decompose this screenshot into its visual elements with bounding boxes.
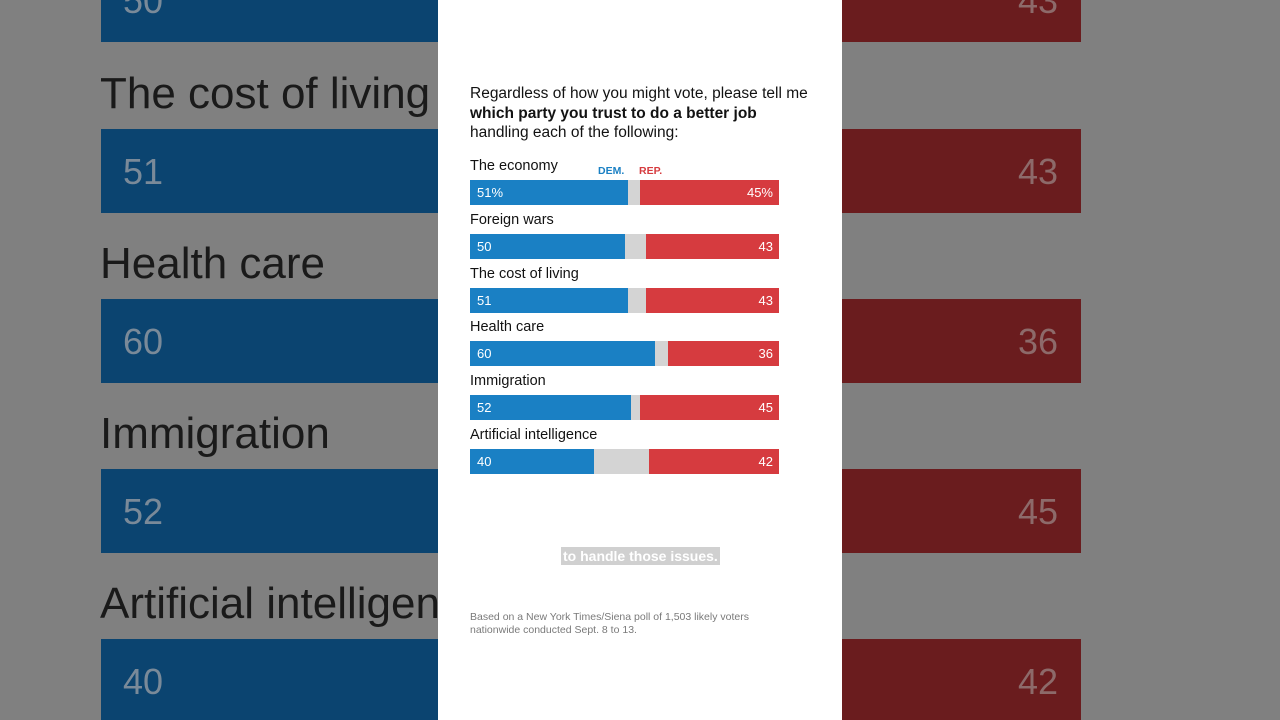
bar-undecided <box>627 287 647 313</box>
bg-bar-rep <box>842 0 1081 42</box>
bar-value-dem: 50 <box>477 238 492 254</box>
bar-undecided <box>627 180 640 205</box>
bar-rep <box>646 233 779 259</box>
bg-value-rep: 45 <box>1018 491 1059 532</box>
bar-rep <box>639 395 779 421</box>
question-part1: Regardless of how you might vote, please… <box>470 85 808 102</box>
bg-bar-dem <box>101 299 441 383</box>
bar-value-rep: 42 <box>758 454 773 469</box>
question-bold: which party you trust to do a better job <box>470 104 757 122</box>
legend-rep: REP. <box>639 165 663 177</box>
bar-dem <box>470 341 656 367</box>
bar-dem <box>470 180 628 205</box>
bar-undecided <box>655 341 668 367</box>
chart-panel: Regardless of how you might vote, please… <box>438 0 842 720</box>
bar-rep <box>639 180 779 205</box>
category-label: Foreign wars <box>470 211 554 228</box>
bg-category-label: Artificial intelligence <box>100 579 487 628</box>
bg-category-label: Immigration <box>100 409 330 458</box>
category-label: The economy <box>470 158 558 174</box>
category-label: The cost of living <box>470 265 579 282</box>
bg-bar-rep <box>842 299 1081 383</box>
bg-bar-rep <box>842 129 1081 213</box>
bg-bar-rep <box>842 469 1081 553</box>
bar-value-rep: 45% <box>746 185 773 200</box>
bg-value-dem: 51 <box>123 151 164 192</box>
question-part2: handling each of the following: <box>470 124 679 141</box>
bar-undecided <box>624 233 647 259</box>
bg-value-dem: 50 <box>123 0 164 21</box>
bg-value-rep: 42 <box>1018 661 1059 702</box>
bg-value-dem: 40 <box>123 661 164 702</box>
bar-value-dem: 51 <box>477 292 492 308</box>
bar-value-rep: 43 <box>758 292 773 308</box>
bar-value-rep: 43 <box>758 238 773 254</box>
bg-bar-dem <box>101 129 441 213</box>
bg-category-label: The cost of living <box>100 69 431 118</box>
bg-bar-dem <box>101 469 441 553</box>
bg-bar-dem <box>101 0 441 42</box>
category-label: Immigration <box>470 373 546 390</box>
category-label: Health care <box>470 319 545 336</box>
bar-value-rep: 36 <box>758 346 773 362</box>
bg-value-dem: 60 <box>123 321 164 362</box>
bar-dem <box>470 449 594 474</box>
bg-category-label: Health care <box>100 239 326 288</box>
legend-dem: DEM. <box>598 165 625 177</box>
bar-dem <box>470 395 631 421</box>
bar-undecided <box>593 449 650 474</box>
bar-value-rep: 45 <box>758 400 773 416</box>
bg-bar-rep <box>842 639 1081 720</box>
bar-undecided <box>630 395 640 421</box>
bar-value-dem: 60 <box>477 346 492 362</box>
bar-rep <box>646 287 779 313</box>
bar-dem <box>470 233 625 259</box>
bg-value-dem: 52 <box>123 491 164 532</box>
bar-value-dem: 40 <box>477 454 492 469</box>
bar-dem <box>470 287 628 313</box>
bg-value-rep: 43 <box>1018 0 1059 21</box>
bar-rep <box>649 449 779 474</box>
bar-value-dem: 51% <box>477 185 504 200</box>
subtitle-caption: to handle those issues. <box>561 547 720 565</box>
bg-value-rep: 43 <box>1018 151 1059 192</box>
category-label: Artificial intelligence <box>470 427 598 443</box>
bar-rep <box>667 341 779 367</box>
source-note: Based on a New York Times/Siena poll of … <box>470 611 749 636</box>
bg-value-rep: 36 <box>1018 321 1059 362</box>
bg-bar-dem <box>101 639 441 720</box>
bar-value-dem: 52 <box>477 400 492 416</box>
question-text: Regardless of how you might vote, please… <box>470 84 810 143</box>
